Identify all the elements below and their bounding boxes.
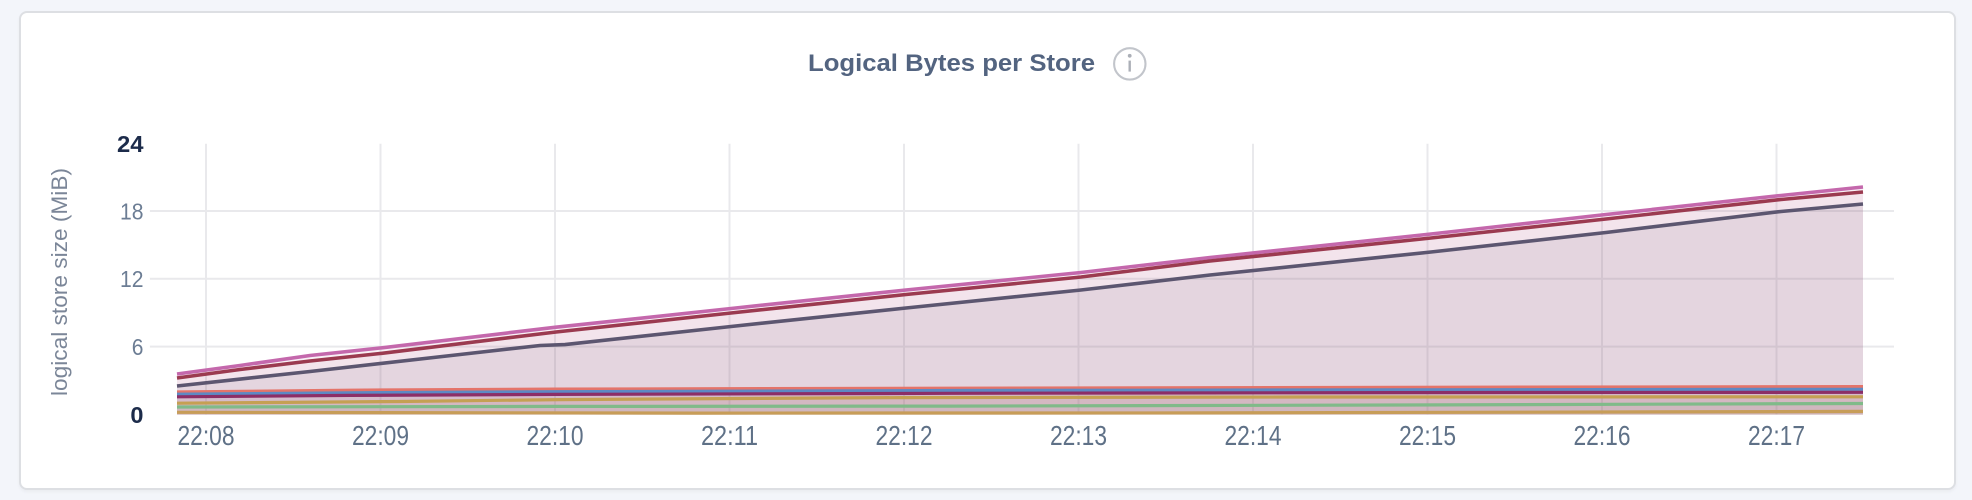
svg-text:22:12: 22:12 [876,420,933,451]
svg-text:Logical Bytes per Store: Logical Bytes per Store [808,50,1095,77]
svg-text:22:16: 22:16 [1574,420,1631,451]
svg-text:24: 24 [117,131,144,157]
svg-text:12: 12 [120,266,144,292]
svg-text:22:17: 22:17 [1748,420,1805,451]
svg-text:logical store size (MiB): logical store size (MiB) [47,168,72,396]
svg-text:22:11: 22:11 [701,420,758,451]
svg-text:0: 0 [130,402,143,428]
svg-text:22:15: 22:15 [1399,420,1456,451]
svg-text:18: 18 [120,198,144,224]
svg-text:22:10: 22:10 [527,420,584,451]
svg-text:22:13: 22:13 [1050,420,1107,451]
svg-text:22:09: 22:09 [352,420,409,451]
svg-text:22:14: 22:14 [1225,420,1282,451]
svg-text:22:08: 22:08 [178,420,235,451]
svg-text:6: 6 [132,334,144,360]
